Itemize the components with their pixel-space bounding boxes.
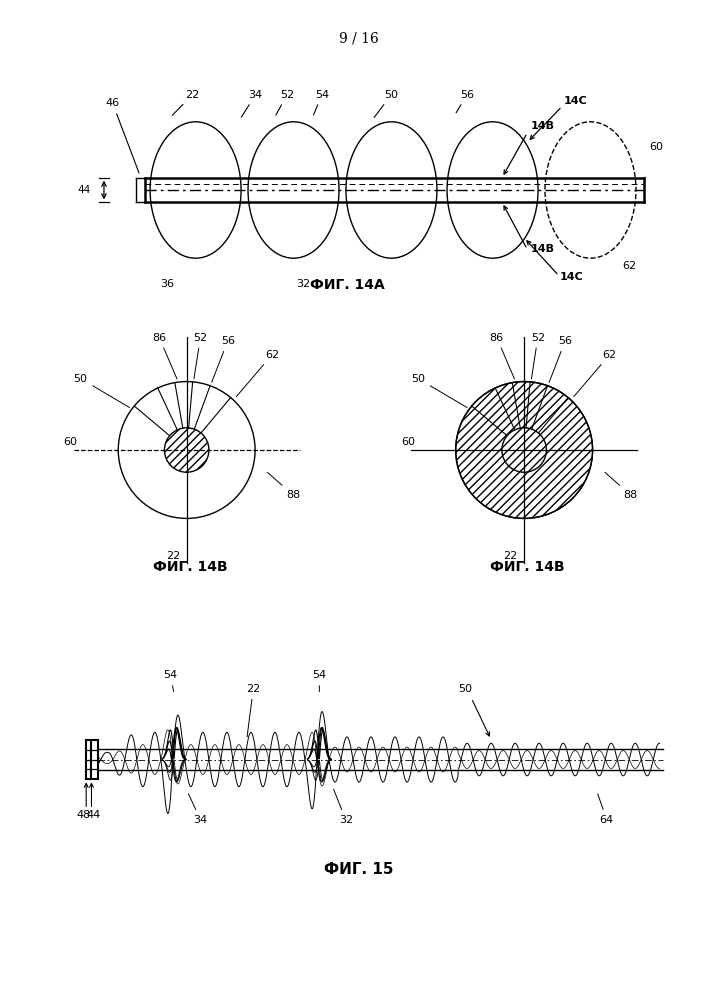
Text: 54: 54 [164,670,178,692]
Text: 62: 62 [236,350,279,397]
Text: 50: 50 [374,90,398,117]
Text: 48: 48 [76,810,90,820]
Text: 44: 44 [77,185,90,195]
Text: 56: 56 [549,336,572,382]
Text: 52: 52 [531,333,545,379]
Text: 60: 60 [649,142,663,152]
Text: 86: 86 [152,333,177,379]
Text: 22: 22 [166,551,180,561]
Text: 34: 34 [188,794,208,825]
Text: 56: 56 [456,90,475,113]
Text: 88: 88 [267,472,300,500]
Text: 54: 54 [314,90,329,115]
Text: 62: 62 [574,350,617,397]
Text: 64: 64 [597,794,614,825]
Text: 34: 34 [241,90,263,117]
Text: 60: 60 [63,437,78,447]
Text: 60: 60 [401,437,415,447]
Text: 54: 54 [312,670,327,692]
Text: 52: 52 [193,333,208,379]
Text: ФИГ. 14В: ФИГ. 14В [153,560,228,574]
Text: 22: 22 [172,90,200,115]
Text: ФИГ. 15: ФИГ. 15 [325,862,393,877]
Text: 86: 86 [490,333,515,379]
Text: 50: 50 [457,684,472,694]
Text: 56: 56 [212,336,235,382]
Text: ФИГ. 14А: ФИГ. 14А [310,278,385,292]
Text: 50: 50 [74,374,129,408]
Text: 22: 22 [246,684,261,737]
Text: 14С: 14С [560,272,584,282]
Text: 36: 36 [160,279,174,289]
Text: 46: 46 [106,98,139,173]
Text: 22: 22 [503,551,518,561]
Text: 52: 52 [276,90,294,115]
Text: ФИГ. 14В: ФИГ. 14В [490,560,565,574]
Circle shape [164,428,209,472]
Text: 44: 44 [86,810,101,820]
Text: 88: 88 [605,472,638,500]
Circle shape [502,428,546,472]
Text: 9 / 16: 9 / 16 [339,32,379,46]
Text: 32: 32 [296,279,310,289]
Text: 50: 50 [411,374,467,408]
Text: 14В: 14В [531,244,554,254]
Text: 62: 62 [622,261,636,271]
Text: 14В: 14В [531,121,554,131]
Text: 14С: 14С [564,96,587,106]
Text: 32: 32 [334,789,353,825]
